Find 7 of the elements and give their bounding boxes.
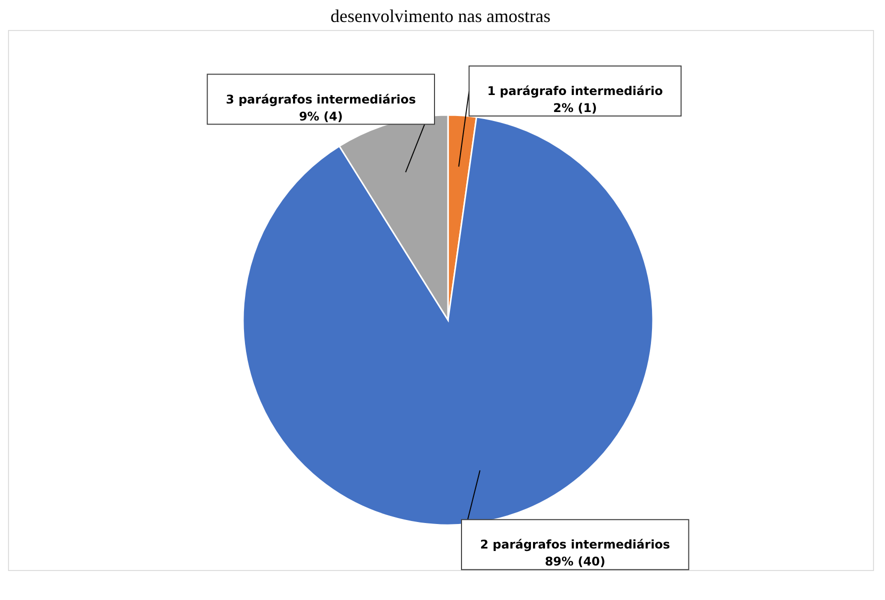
slice-label: 3 parágrafos intermediários [226,92,416,106]
data-label: 2% (1) [553,100,598,115]
slice-label: 1 parágrafo intermediário [487,84,663,98]
data-label: 9% (4) [298,109,343,124]
chart-title: desenvolvimento nas amostras [330,6,550,26]
slice-label: 2 parágrafos intermediários [480,538,670,552]
data-label: 89% (40) [544,554,606,569]
